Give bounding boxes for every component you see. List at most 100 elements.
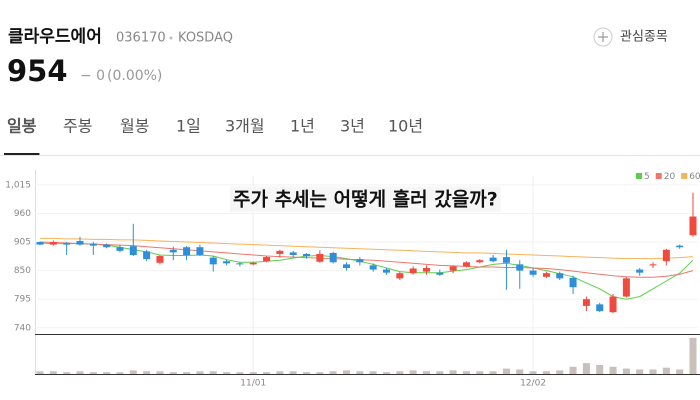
volume-bar (356, 371, 364, 374)
candle-body (209, 257, 217, 265)
y-tick-label: 850 (14, 266, 31, 276)
period-tabs: 일봉 주봉 월봉 1일 3개월 1년 3년 10년 (4, 117, 423, 155)
candle-body (369, 265, 377, 270)
candle-body (196, 247, 204, 255)
candle-body (662, 249, 670, 262)
volume-bar (263, 372, 271, 374)
volume-bar (529, 371, 537, 374)
period-tab[interactable]: 10년 (388, 117, 423, 136)
volume-bar (502, 368, 510, 374)
volume-bar (569, 366, 577, 374)
watch-button[interactable]: 관심종목 (620, 30, 668, 45)
watch-icon[interactable] (593, 27, 613, 47)
volume-bar (129, 370, 137, 374)
candle-body (263, 257, 271, 262)
period-tab[interactable]: 1일 (176, 117, 201, 136)
candle-body (329, 252, 337, 263)
candle-body (76, 240, 84, 245)
candle-body (169, 249, 177, 253)
volume-bar (689, 337, 697, 374)
volume-bar (609, 366, 617, 374)
volume-bar (516, 369, 524, 374)
volume-bar (116, 372, 124, 374)
candle-body (49, 242, 57, 245)
separator-dot (169, 36, 173, 40)
candle-body (529, 270, 537, 275)
volume-bar (449, 370, 457, 374)
candle-body (676, 245, 684, 248)
candle-body (223, 261, 231, 264)
watch-plus (598, 32, 608, 42)
candle-body (276, 250, 284, 254)
volume-bar (196, 371, 204, 374)
candle-body (236, 263, 244, 265)
volume-bar (436, 371, 444, 374)
volume-bar (63, 372, 71, 374)
volume-bar (396, 371, 404, 374)
legend-label: 5 (644, 172, 650, 182)
period-tab[interactable]: 3년 (340, 117, 365, 136)
market: KOSDAQ (178, 31, 233, 46)
volume-bar (289, 371, 297, 374)
candle-body (516, 264, 524, 271)
candle-body (303, 253, 311, 257)
candle-body (36, 242, 44, 245)
candle-body (569, 277, 577, 288)
volume-bar (236, 372, 244, 374)
candle-body (489, 257, 497, 262)
candle-body (249, 262, 257, 265)
candle-body (382, 269, 390, 273)
volume-bar (76, 371, 84, 374)
candle-body (409, 268, 417, 274)
y-tick-label: 795 (14, 295, 31, 305)
price: 954 (7, 54, 68, 88)
volume-bar (249, 372, 257, 374)
candle-body (396, 273, 404, 279)
candle-body (289, 252, 297, 255)
chart: 1,015 960 905 850 795 740 11/01 12/02 5 20 60 주가 추세… (5, 170, 700, 389)
y-tick-label: 1,015 (5, 180, 31, 190)
legend-swatch (655, 173, 662, 179)
volume-bar (276, 371, 284, 374)
volume-bar (316, 372, 324, 374)
candle-body (183, 247, 191, 255)
period-tab[interactable]: 3개월 (225, 117, 265, 136)
price-change-rate: (0.00%) (107, 68, 162, 84)
candle-body (89, 243, 97, 246)
candle-body (462, 262, 470, 267)
candle-body (609, 296, 617, 313)
volume-bar (343, 370, 351, 374)
volume-bar (676, 369, 684, 374)
volume-bar (223, 372, 231, 374)
volume-bar (329, 371, 337, 374)
volume-bar (49, 371, 57, 374)
y-tick-label: 905 (14, 238, 31, 248)
candle-body (63, 243, 71, 245)
candle-body (582, 299, 590, 306)
volume-bar (156, 371, 164, 374)
volume-bar (596, 364, 604, 374)
volume-bar (476, 371, 484, 374)
volume-bar (369, 371, 377, 374)
volume-bar (649, 369, 657, 374)
candle-body (622, 278, 630, 297)
period-tab[interactable]: 주봉 (63, 117, 92, 136)
period-tab[interactable]: 일봉 (7, 117, 37, 136)
volume-bar (382, 372, 390, 374)
candle-body (103, 244, 111, 248)
period-tab[interactable]: 월봉 (120, 117, 149, 136)
candle-body (542, 273, 550, 277)
volume-bar (662, 367, 670, 374)
moving-average-line (39, 241, 694, 278)
candle-body (689, 216, 697, 236)
volume-bar (183, 372, 191, 374)
volume-bar (462, 371, 470, 374)
period-tab[interactable]: 1년 (290, 117, 315, 136)
annotation-background (230, 186, 501, 212)
legend-label: 20 (664, 172, 676, 182)
candle-body (143, 251, 151, 260)
stock-code: 036170 (116, 31, 166, 46)
